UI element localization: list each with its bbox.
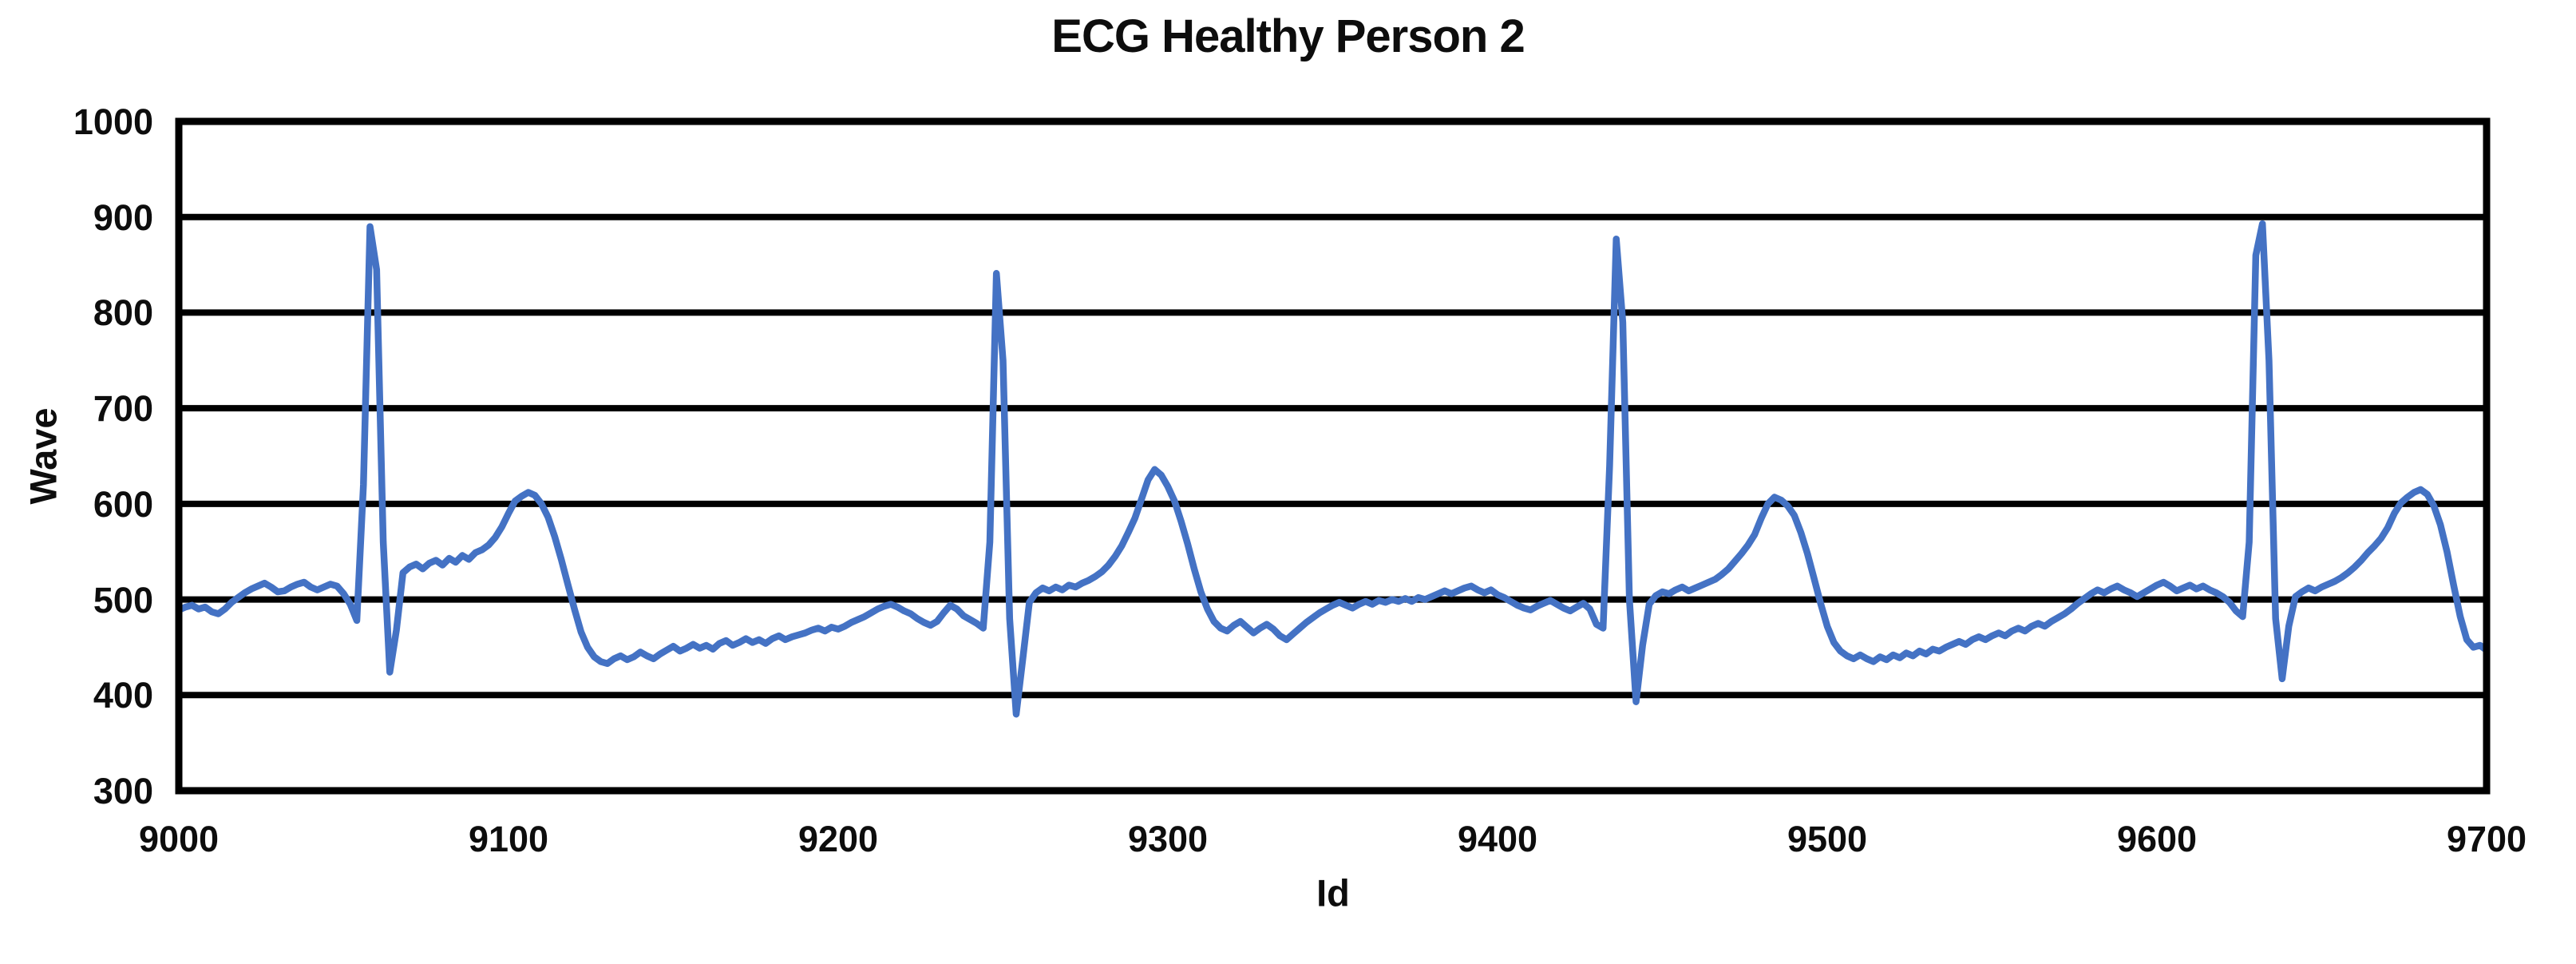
plot-border	[175, 117, 2491, 795]
x-tick-label-9700: 9700	[2446, 819, 2527, 859]
y-tick-label-700: 700	[93, 388, 153, 430]
x-tick-label-9000: 9000	[138, 819, 220, 859]
x-tick-label-9300: 9300	[1127, 819, 1209, 859]
y-tick-label-1000: 1000	[73, 101, 153, 142]
chart-title: ECG Healthy Person 2	[1051, 10, 1525, 62]
x-tick-label-9100: 9100	[468, 819, 549, 859]
x-tick-label-9400: 9400	[1457, 819, 1538, 859]
x-axis-title: Id	[1316, 871, 1350, 914]
y-tick-label-300: 300	[93, 771, 153, 811]
y-tick-label-800: 800	[93, 292, 153, 334]
y-tick-label-500: 500	[93, 579, 153, 621]
y-tick-label-900: 900	[93, 196, 153, 238]
y-tick-label-400: 400	[93, 675, 153, 716]
x-tick-label-9500: 9500	[1787, 819, 1868, 859]
x-tick-label-9600: 9600	[2116, 819, 2198, 859]
y-tick-label-600: 600	[93, 483, 153, 525]
x-tick-label-9200: 9200	[797, 819, 879, 859]
ecg-wave-line	[175, 220, 2491, 718]
